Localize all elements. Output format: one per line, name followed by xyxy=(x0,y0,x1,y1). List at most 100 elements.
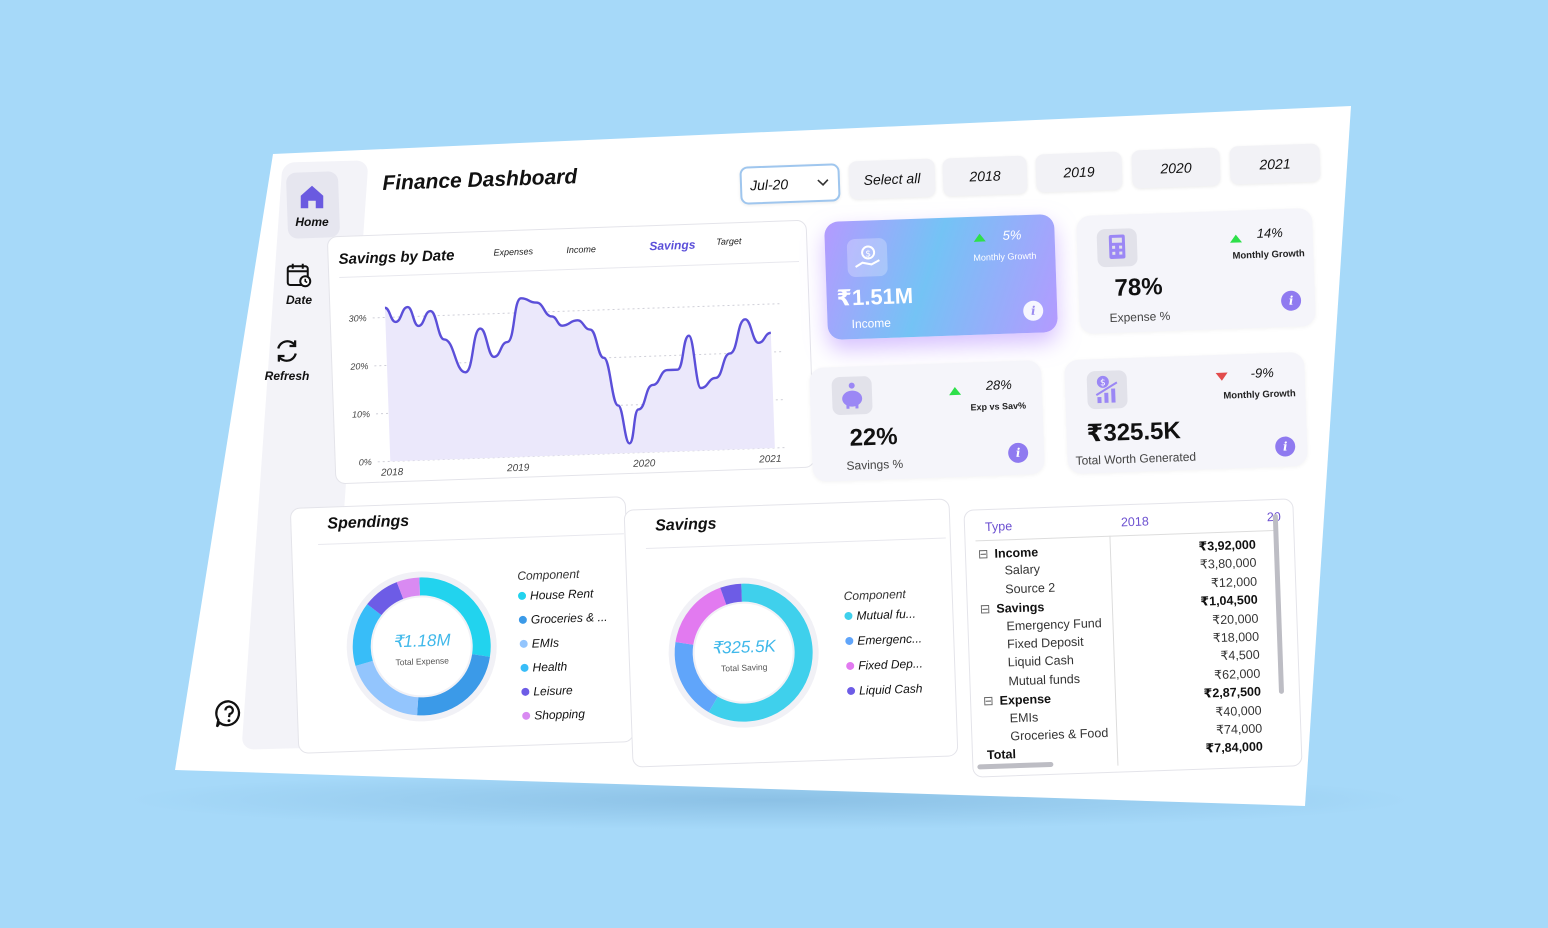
nav-date[interactable]: Date xyxy=(264,260,334,307)
matrix-row-value: ₹18,000 xyxy=(1212,629,1260,646)
tab-expenses[interactable]: Expenses xyxy=(493,246,534,258)
expense-card: 14% Monthly Growth 78% Expense % i xyxy=(1076,207,1316,335)
savings-info-icon[interactable]: i xyxy=(1007,442,1029,464)
spendings-legend-item[interactable]: House Rent xyxy=(517,586,607,603)
legend-label: House Rent xyxy=(529,586,594,603)
income-icon-box: $ xyxy=(846,237,888,278)
spendings-legend-item[interactable]: Shopping xyxy=(522,706,611,723)
spendings-slice[interactable] xyxy=(352,577,491,716)
income-value: ₹1.51M xyxy=(836,282,914,311)
savings-by-date-panel: Savings by Date Expenses Income Savings … xyxy=(326,219,816,485)
legend-dot xyxy=(521,687,530,696)
nav-refresh[interactable]: Refresh xyxy=(252,336,322,383)
year-2018-button[interactable]: 2018 xyxy=(942,155,1028,197)
collapse-icon[interactable]: ⊟ xyxy=(982,694,994,709)
spendings-legend-item[interactable]: Leisure xyxy=(521,682,610,699)
savings-value: 22% xyxy=(849,423,899,452)
expense-value: 78% xyxy=(1114,273,1164,302)
tab-savings[interactable]: Savings xyxy=(649,237,696,254)
x-tick-label: 2019 xyxy=(506,463,530,475)
legend-label: Shopping xyxy=(533,706,586,723)
matrix-body: ⊟ Income ₹3,92,000 Salary ₹3,80,000 Source 2 ₹… xyxy=(978,537,1264,767)
up-arrow-icon xyxy=(973,233,986,242)
savings-legend-item[interactable]: Emergenc... xyxy=(845,631,922,648)
savings-center-value: ₹325.5K xyxy=(711,637,777,658)
matrix-row-label: Income xyxy=(994,545,1039,561)
spendings-legend-item[interactable]: Groceries & ... xyxy=(518,609,608,627)
year-2020-button[interactable]: 2020 xyxy=(1131,147,1221,189)
spendings-legend-title: Component xyxy=(517,566,580,584)
spendings-slice[interactable] xyxy=(352,577,491,716)
spendings-title: Spendings xyxy=(327,512,410,533)
year-2019-button[interactable]: 2019 xyxy=(1035,151,1123,193)
income-card: $ 5% Monthly Growth ₹1.51M Income i xyxy=(824,214,1058,340)
x-tick-label: 2021 xyxy=(758,454,782,466)
tab-target[interactable]: Target xyxy=(716,235,742,247)
matrix-row-value: ₹4,500 xyxy=(1220,647,1260,664)
matrix-row-label: Total xyxy=(986,747,1017,763)
savings-line-chart: 0% 10% 20% 30% 2018 2019 2020 2021 xyxy=(349,297,788,479)
income-growth-arrow xyxy=(972,230,987,245)
spendings-legend-item[interactable]: Health xyxy=(520,658,609,675)
savings-card: 28% Exp vs Sav% 22% Savings % i xyxy=(809,359,1045,483)
savings-icon-box xyxy=(831,375,873,416)
expense-growth-arrow xyxy=(1229,230,1244,248)
calendar-icon xyxy=(286,263,312,288)
collapse-icon[interactable]: ⊟ xyxy=(979,602,991,617)
svg-text:$: $ xyxy=(1100,378,1106,388)
help-button[interactable] xyxy=(213,698,245,735)
legend-label: Fixed Dep... xyxy=(857,656,924,673)
savings-growth: 28% xyxy=(985,377,1013,393)
savings-series-line xyxy=(384,297,772,445)
y-gridline xyxy=(372,303,783,319)
money-hand-icon: $ xyxy=(855,245,880,268)
worth-growth-label: Monthly Growth xyxy=(1223,388,1296,402)
month-dropdown[interactable]: Jul-20 xyxy=(739,163,841,205)
finance-matrix: Type 2018 20 ⊟Income₹3,92,000Salary₹3,80… xyxy=(963,498,1303,778)
savings-legend: Component Mutual fu... Emergenc... Fixed D… xyxy=(844,586,925,709)
select-all-button[interactable]: Select all xyxy=(848,158,936,200)
income-growth: 5% xyxy=(1002,227,1022,243)
savings-legend-item[interactable]: Mutual fu... xyxy=(844,606,921,623)
worth-icon-box: $ xyxy=(1086,370,1128,410)
savings-panel: Savings ₹325.5K Total Saving Component M… xyxy=(623,498,959,768)
growth-coin-icon: $ xyxy=(1095,375,1118,404)
legend-label: Groceries & ... xyxy=(530,609,608,627)
matrix-row-label: Fixed Deposit xyxy=(1006,634,1084,652)
spendings-legend: Component House Rent Groceries & ... EMIs H… xyxy=(517,566,611,733)
legend-dot xyxy=(846,661,855,671)
calculator-icon xyxy=(1108,234,1126,259)
tab-income[interactable]: Income xyxy=(566,244,597,256)
matrix-row-value: ₹62,000 xyxy=(1213,666,1261,682)
matrix-row-value: ₹20,000 xyxy=(1211,611,1259,627)
income-info-icon[interactable]: i xyxy=(1022,300,1044,322)
matrix-row-value: ₹40,000 xyxy=(1215,703,1262,719)
legend-label: Mutual fu... xyxy=(856,606,917,623)
spendings-legend-item[interactable]: EMIs xyxy=(519,634,608,651)
legend-label: Liquid Cash xyxy=(858,681,923,698)
down-arrow-icon xyxy=(1215,372,1228,381)
y-tick-label: 0% xyxy=(359,457,372,467)
legend-label: Emergenc... xyxy=(857,631,923,648)
matrix-row-value: ₹2,87,500 xyxy=(1203,684,1262,701)
legend-dot xyxy=(845,636,854,646)
matrix-row-label: Emergency Fund xyxy=(1006,615,1102,633)
matrix-row-label: Mutual funds xyxy=(1008,671,1081,689)
collapse-icon[interactable]: ⊟ xyxy=(977,546,989,562)
savings-slice[interactable] xyxy=(674,583,813,722)
savings-legend-item[interactable]: Fixed Dep... xyxy=(846,656,923,673)
expense-label: Expense % xyxy=(1109,308,1171,326)
expense-info-icon[interactable]: i xyxy=(1280,290,1302,312)
spendings-slice[interactable] xyxy=(352,577,491,716)
matrix-vertical-scrollbar[interactable] xyxy=(1272,513,1285,694)
savings-legend-item[interactable]: Liquid Cash xyxy=(846,681,924,698)
spendings-center-label: Total Expense xyxy=(395,655,449,667)
income-label: Income xyxy=(851,315,892,332)
nav-home[interactable]: Home xyxy=(277,182,347,229)
savings-slice[interactable] xyxy=(674,583,813,722)
year-2021-button[interactable]: 2021 xyxy=(1229,143,1321,185)
matrix-row-value: ₹1,04,500 xyxy=(1200,592,1258,609)
x-tick-label: 2018 xyxy=(380,467,404,479)
spendings-divider xyxy=(318,533,624,545)
worth-info-icon[interactable]: i xyxy=(1274,436,1296,457)
